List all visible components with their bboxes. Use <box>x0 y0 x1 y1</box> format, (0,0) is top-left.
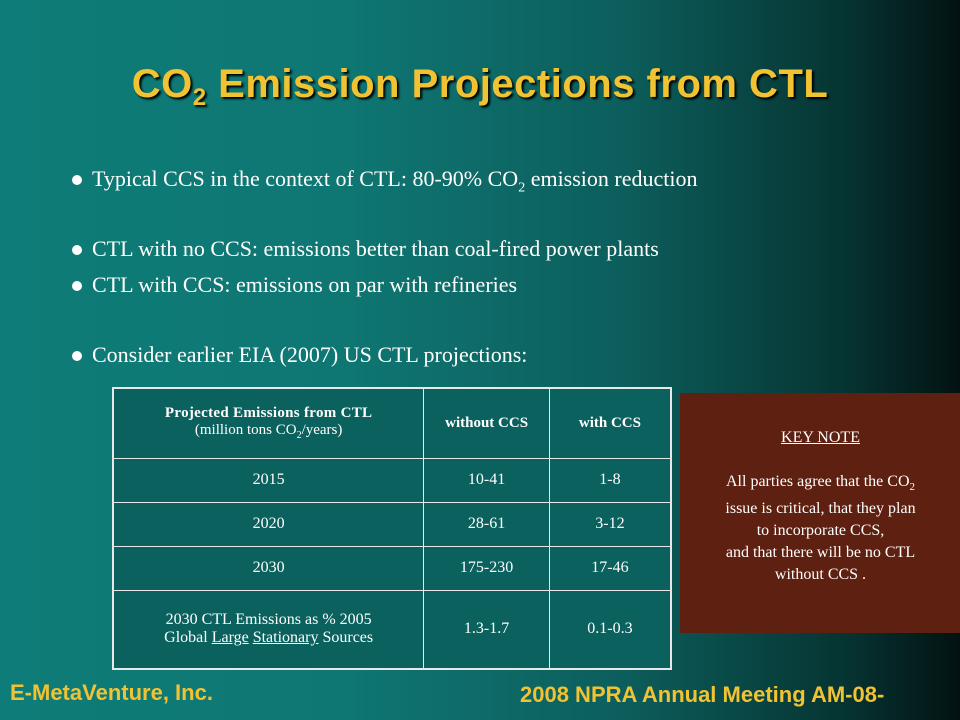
footer-company: E-MetaVenture, Inc. <box>10 680 213 705</box>
bullet-item: Consider earlier EIA (2007) US CTL proje… <box>71 342 528 367</box>
header-cell: Projected Emissions from CTL (million to… <box>112 387 425 459</box>
key-note-text: All parties agree that the CO2 issue is … <box>725 473 916 584</box>
table-header-row: Projected Emissions from CTL (million to… <box>112 387 672 459</box>
year-cell: 2015 <box>112 457 425 503</box>
with-ccs-cell: 1-8 <box>548 457 672 503</box>
table-row: 2030 CTL Emissions as % 2005 Global Larg… <box>112 589 672 670</box>
with-ccs-cell: 0.1-0.3 <box>548 589 672 670</box>
without-ccs-cell: 1.3-1.7 <box>423 589 550 670</box>
bullet-item: CTL with CCS: emissions on par with refi… <box>71 272 518 297</box>
key-note-heading: KEY NOTE <box>781 429 860 446</box>
header-cell: without CCS <box>423 387 550 459</box>
table-row: 2030 175-230 17-46 <box>112 545 672 591</box>
label-cell: 2030 CTL Emissions as % 2005 Global Larg… <box>112 589 425 670</box>
key-note-box: KEY NOTE All parties agree that the CO2 … <box>680 393 960 633</box>
slide-title: CO2 Emission Projections from CTL <box>131 62 829 111</box>
footer-meeting: 2008 NPRA Annual Meeting AM-08- <box>520 682 885 707</box>
bullet-item: CTL with no CCS: emissions better than c… <box>72 236 659 261</box>
table-row: 2020 28-61 3-12 <box>112 501 672 547</box>
with-ccs-cell: 3-12 <box>548 501 672 547</box>
with-ccs-cell: 17-46 <box>548 545 672 591</box>
table-row: 2015 10-41 1-8 <box>112 457 672 503</box>
header-cell: with CCS <box>548 387 672 459</box>
without-ccs-cell: 175-230 <box>423 545 550 591</box>
bullet-item: Typical CCS in the context of CTL: 80-90… <box>72 166 698 196</box>
emissions-table: Projected Emissions from CTL (million to… <box>112 387 672 670</box>
year-cell: 2030 <box>112 545 425 591</box>
without-ccs-cell: 10-41 <box>423 457 550 503</box>
year-cell: 2020 <box>112 501 425 547</box>
without-ccs-cell: 28-61 <box>423 501 550 547</box>
